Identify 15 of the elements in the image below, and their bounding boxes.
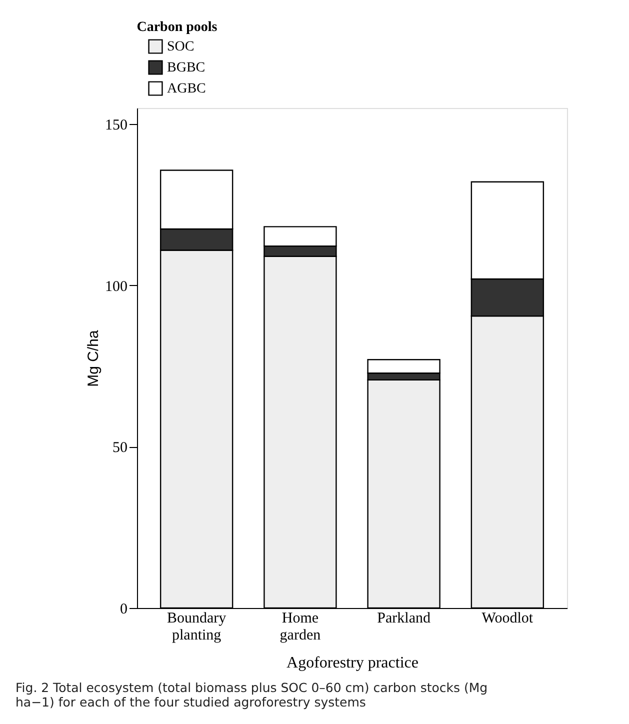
x-tick-label: Parkland [377, 610, 431, 626]
x-tick-label: Woodlot [482, 610, 534, 626]
y-axis-title: Mg C/ha [85, 330, 102, 387]
legend-title: Carbon pools [136, 20, 218, 35]
x-axis-title: Agoforestry practice [286, 654, 418, 672]
x-tick-label: Home garden [280, 610, 322, 644]
y-tick-label: 0 [120, 602, 128, 618]
x-tick-label: Boundary planting [166, 610, 227, 644]
legend-label: SOC [167, 40, 194, 54]
legend-label: AGBC [167, 82, 206, 96]
y-tick-label: 100 [105, 278, 128, 295]
y-tick-label: 50 [112, 440, 128, 456]
caption: Fig. 2 Total ecosystem (total biomass plus SOC 0–60 cm) carbon stocks (Mg ha−1) for each of the four studied agroforestry systems [16, 680, 488, 710]
legend-label: BGBC [167, 60, 206, 76]
y-tick-label: 150 [105, 118, 128, 134]
